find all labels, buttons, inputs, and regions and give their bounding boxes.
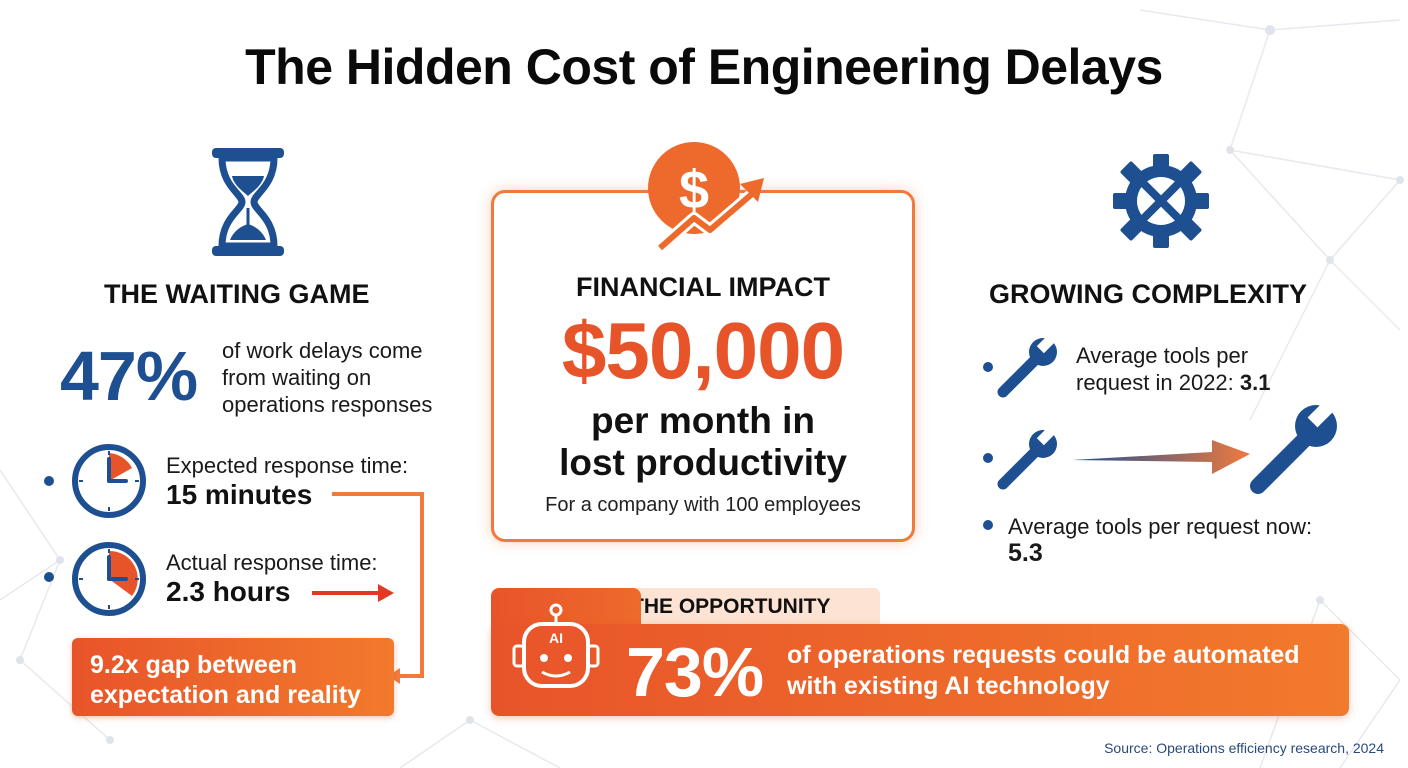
bullet-dot [44, 572, 54, 582]
opportunity-text: of operations requests could be automate… [787, 641, 1300, 700]
gap-callout: 9.2x gap between expectation and reality [72, 638, 394, 716]
wrench-icon [997, 428, 1057, 490]
expected-response-label: Expected response time: [166, 453, 409, 478]
waiting-game-heading: THE WAITING GAME [104, 279, 370, 309]
actual-response-label: Actual response time: [166, 550, 378, 575]
growing-complexity-heading: GROWING COMPLEXITY [989, 279, 1308, 309]
bullet-dot [983, 453, 993, 463]
tools-2022-text: Average tools per request in 2022: 3.1 [1076, 343, 1271, 395]
actual-response-value: 2.3 hours [166, 576, 291, 607]
bullet-dot [44, 476, 54, 486]
opportunity-stat-value: 73% [626, 633, 764, 711]
connector-arrows [312, 492, 424, 684]
page-title: The Hidden Cost of Engineering Delays [245, 39, 1163, 95]
svg-text:$: $ [679, 160, 709, 220]
tools-2022-value: 3.1 [1239, 370, 1271, 395]
ai-robot-icon [512, 603, 600, 688]
opportunity-banner [491, 624, 1349, 716]
expected-response-value: 15 minutes [166, 479, 313, 510]
tools-now-label: Average tools per request now: [1008, 514, 1313, 539]
gear-wrench-icon [1113, 154, 1209, 248]
bullet-dot [983, 520, 993, 530]
ai-icon-label: AI [549, 630, 563, 646]
large-wrench-icon [1250, 402, 1337, 494]
financial-impact-heading: FINANCIAL IMPACT [576, 272, 830, 302]
waiting-stat-value: 47% [60, 337, 198, 415]
wrench-icon [997, 336, 1057, 398]
tools-now-value: 5.3 [1008, 539, 1043, 567]
financial-note: For a company with 100 employees [545, 494, 861, 516]
growth-arrow [1072, 440, 1250, 474]
opportunity-tab: THE OPPORTUNITY [615, 588, 880, 626]
clock-icon [72, 444, 146, 518]
financial-amount: $50,000 [561, 306, 845, 395]
waiting-stat-text: of work delays come from waiting on oper… [222, 338, 433, 417]
dollar-growth-icon: $ [648, 142, 764, 253]
clock-icon [72, 542, 146, 616]
source-note: Source: Operations efficiency research, … [1104, 740, 1384, 756]
hourglass-icon [212, 148, 284, 256]
financial-lost-text: per month in lost productivity [559, 400, 847, 483]
financial-impact-card [491, 190, 915, 542]
bullet-dot [983, 362, 993, 372]
